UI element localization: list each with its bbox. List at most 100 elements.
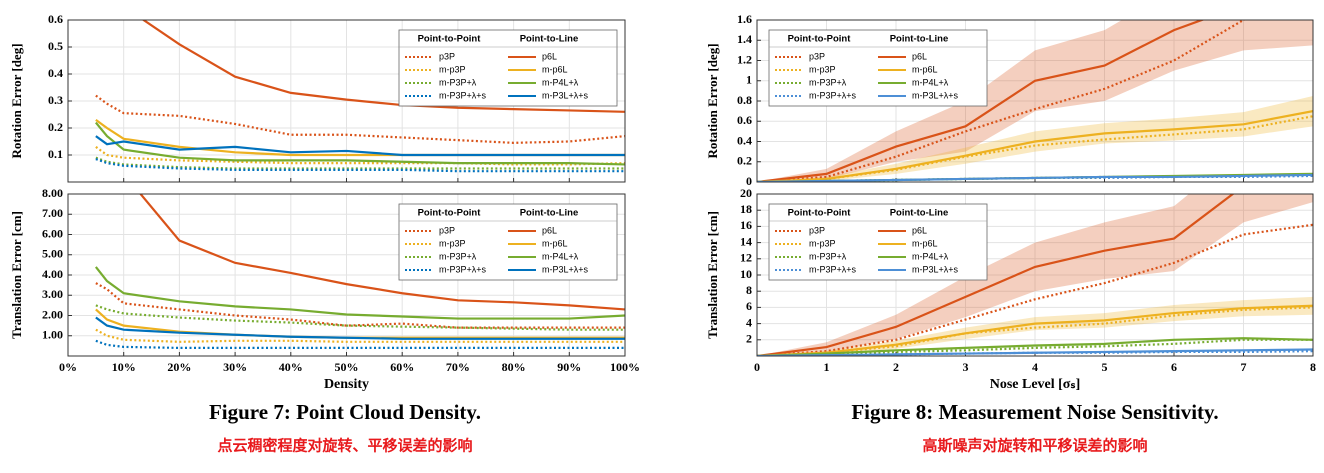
legend-label: m-P4L+λ [542, 77, 579, 87]
x-tick-label: 3 [963, 360, 969, 374]
legend-label: m-p6L [912, 64, 938, 74]
plot-frame [67, 193, 626, 357]
figure-subcaption: 点云稠密程度对旋转、平移误差的影响 [217, 437, 472, 455]
y-tick-label: 12 [740, 251, 752, 265]
series-line [757, 20, 1247, 182]
legend-header: Point-to-Point [788, 208, 852, 219]
y-tick-label: 0.6 [737, 113, 752, 127]
y-tick-label: 18 [740, 202, 752, 216]
error-band [757, 20, 1313, 182]
x-tick-label: 20% [167, 360, 191, 374]
legend-label: p3P [439, 51, 455, 61]
y-axis-label: Rotation Error [deg] [705, 43, 720, 158]
legend-header: Point-to-Line [520, 34, 579, 45]
plot-lines [757, 194, 1313, 356]
error-band [757, 194, 1313, 356]
legend-box [398, 203, 618, 281]
x-tick-label: 1 [824, 360, 830, 374]
legend-header: Point-to-Point [788, 34, 852, 45]
y-tick-label: 1.2 [737, 52, 752, 66]
legend-label: p3P [439, 225, 455, 235]
x-tick-label: 0% [59, 360, 77, 374]
legend-box [768, 203, 988, 281]
legend-label: m-P4L+λ [912, 77, 949, 87]
series-line [95, 146, 625, 166]
plot-lines [95, 20, 625, 173]
figure-caption: Figure 7: Point Cloud Density. [209, 400, 481, 424]
y-tick-label: 4 [746, 315, 752, 329]
x-axis-label: Nose Level [σₛ] [990, 377, 1081, 392]
y-tick-label: 6 [746, 299, 752, 313]
y-axis-label: Rotation Error [deg] [9, 43, 24, 158]
series-line [95, 135, 625, 157]
x-tick-label: 8 [1310, 360, 1316, 374]
x-tick-label: 60% [390, 360, 414, 374]
series-line [757, 338, 1313, 356]
y-tick-label: 7.00 [42, 206, 63, 220]
series-line [757, 306, 1313, 356]
y-tick-label: 0.2 [48, 120, 63, 134]
legend-label: m-P3P+λ [439, 77, 477, 87]
y-tick-label: 0.8 [737, 93, 752, 107]
y-tick-label: 3.00 [42, 287, 63, 301]
series-line [757, 115, 1313, 182]
legend-label: p3P [809, 51, 825, 61]
x-tick-label: 4 [1032, 360, 1038, 374]
y-tick-label: 5.00 [42, 247, 63, 261]
legend-label: m-p3P [439, 238, 466, 248]
legend-label: m-P4L+λ [912, 251, 949, 261]
series-line [141, 20, 625, 113]
plot-frame [756, 19, 1314, 183]
legend-label: m-P3L+λ+s [542, 264, 589, 274]
x-tick-label: 5 [1102, 360, 1108, 374]
y-tick-label: 20 [740, 186, 752, 200]
legend-label: m-p6L [542, 64, 568, 74]
legend-header: Point-to-Point [418, 34, 482, 45]
legend-label: p6L [542, 51, 557, 61]
series-line [757, 304, 1313, 356]
error-band [757, 95, 1313, 182]
x-tick-label: 2 [893, 360, 899, 374]
x-tick-label: 0 [754, 360, 760, 374]
legend-header: Point-to-Point [418, 208, 482, 219]
y-tick-label: 8.00 [42, 186, 63, 200]
plot-lines [94, 194, 625, 349]
legend-label: m-P3P+λ+s [439, 264, 487, 274]
series-line [139, 194, 625, 311]
y-tick-label: 1.4 [737, 32, 752, 46]
y-tick-label: 2 [746, 332, 752, 346]
y-axis-label: Translation Error [cm] [9, 211, 24, 339]
legend-label: m-P3P+λ+s [809, 264, 857, 274]
series-line [95, 156, 625, 170]
y-tick-label: 0 [746, 174, 752, 188]
x-tick-label: 30% [223, 360, 247, 374]
series-line [95, 316, 625, 340]
legend-label: p6L [912, 225, 927, 235]
legend-label: m-P3L+λ+s [912, 264, 959, 274]
legend-label: p6L [542, 225, 557, 235]
y-tick-label: 14 [740, 234, 752, 248]
y-tick-label: 10 [740, 267, 752, 281]
x-tick-label: 7 [1241, 360, 1247, 374]
x-tick-label: 10% [112, 360, 136, 374]
legend-label: m-P3L+λ+s [912, 90, 959, 100]
series-line [94, 266, 625, 320]
y-axis-label: Translation Error [cm] [705, 211, 720, 339]
x-tick-label: 100% [610, 360, 640, 374]
x-tick-label: 50% [335, 360, 359, 374]
y-tick-label: 1.00 [42, 328, 63, 342]
legend-label: m-P3P+λ+s [809, 90, 857, 100]
legend-label: m-p3P [439, 64, 466, 74]
legend-box [398, 29, 618, 107]
figure-caption: Figure 8: Measurement Noise Sensitivity. [851, 400, 1218, 424]
legend-label: m-P3P+λ [809, 77, 847, 87]
y-tick-label: 0.4 [48, 66, 63, 80]
y-tick-label: 0.4 [737, 133, 752, 147]
legend-label: m-p6L [912, 238, 938, 248]
series-line [95, 282, 625, 329]
y-tick-label: 6.00 [42, 226, 63, 240]
legend-label: p6L [912, 51, 927, 61]
series-line [757, 348, 1313, 356]
series-line [95, 121, 625, 166]
